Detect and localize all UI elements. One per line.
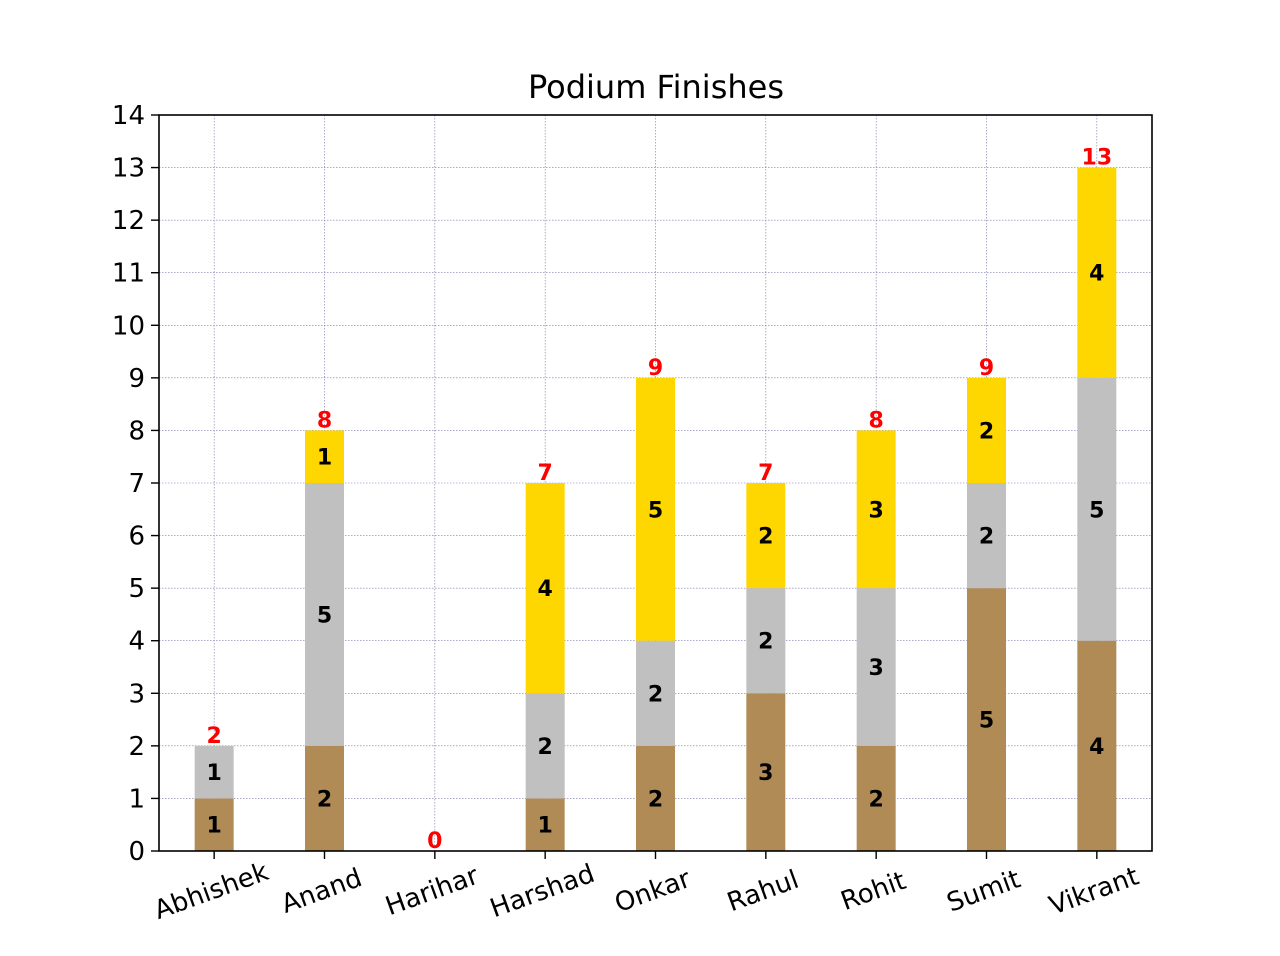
bar-segment [194,745,234,799]
y-tick-label: 2 [128,732,145,762]
x-tick-label: Rahul [723,865,802,918]
bar-segment [856,745,896,851]
bar-segment [1077,377,1117,641]
y-tick-label: 3 [128,679,145,709]
total-value-label: 8 [317,408,332,433]
segment-value-label: 5 [979,709,994,734]
x-tick-label: Harihar [382,861,483,922]
segment-value-label: 2 [317,787,332,812]
y-tick-label: 11 [112,259,145,289]
x-tick-label: Rohit [837,866,910,917]
y-tick-label: 8 [128,416,145,446]
segment-value-label: 5 [317,603,332,628]
x-tick-label: Vikrant [1045,862,1142,922]
data-labels: 1 1 2 2 5 1 8 0 1 2 4 7 2 2 5 9 3 2 2 7 2 3 3 8 5 2 2 9 4 5 4 13 [207,146,1113,854]
bar-segment [525,798,565,851]
bar-segment [856,430,896,589]
segment-value-label: 5 [648,498,663,523]
segment-value-label: 1 [317,446,332,471]
x-tick-label: Abhishek [150,857,272,926]
x-tick-label: Sumit [943,864,1024,918]
bar-segment [305,483,344,746]
segment-value-label: 2 [869,787,884,812]
bar-segment [1077,640,1117,851]
x-tick-label: Anand [278,863,366,920]
segment-value-label: 1 [207,761,222,786]
segment-value-label: 4 [1089,262,1104,287]
y-tick-label: 1 [128,784,145,814]
bar-segment [856,588,896,746]
total-value-label: 7 [538,461,553,486]
y-tick-label: 0 [128,837,145,867]
total-value-label: 8 [869,408,884,433]
bar-segment [636,745,675,851]
bar-segment [967,588,1006,851]
chart-title: Podium Finishes [528,68,784,106]
segment-value-label: 2 [648,787,663,812]
bar-segment [746,588,786,694]
y-tick-label: 13 [112,154,145,184]
y-tick-label: 12 [112,206,145,236]
bar-segment [194,798,234,851]
y-tick-label: 5 [128,574,145,604]
y-tick-label: 6 [128,522,145,552]
segment-value-label: 2 [979,419,994,444]
bar-segment [967,377,1006,483]
segment-value-label: 4 [538,577,553,602]
segment-value-label: 2 [648,682,663,707]
total-value-label: 2 [207,724,222,749]
bar-segment [305,745,344,851]
bar-segment [967,483,1006,589]
segment-value-label: 2 [758,525,773,550]
y-tick-label: 4 [128,627,145,657]
segment-value-label: 3 [869,656,884,681]
segment-value-label: 2 [979,525,994,550]
segment-value-label: 3 [758,761,773,786]
bar-segment [636,377,675,641]
x-tick-label: Onkar [611,864,695,919]
y-tick-label: 14 [112,101,145,131]
bar-segment [746,693,786,851]
bar-segment [525,483,565,694]
total-value-label: 0 [427,829,442,854]
bar-segment [525,693,565,799]
total-value-label: 9 [648,356,663,381]
total-value-label: 13 [1082,146,1113,171]
y-tick-label: 9 [128,364,145,394]
segment-value-label: 1 [538,814,553,839]
segment-value-label: 5 [1089,498,1104,523]
y-tick-label: 10 [112,311,145,341]
segment-value-label: 4 [1089,735,1104,760]
segment-value-label: 2 [758,630,773,655]
bar-segment [746,483,786,589]
total-value-label: 7 [758,461,773,486]
bar-segment [305,430,344,483]
segment-value-label: 3 [869,498,884,523]
segment-value-label: 2 [538,735,553,760]
bars [194,167,1117,851]
bar-segment [636,640,675,746]
x-tick-label: Harshad [486,859,598,924]
y-tick-label: 7 [128,469,145,499]
total-value-label: 9 [979,356,994,381]
bar-segment [1077,167,1117,378]
segment-value-label: 1 [207,814,222,839]
